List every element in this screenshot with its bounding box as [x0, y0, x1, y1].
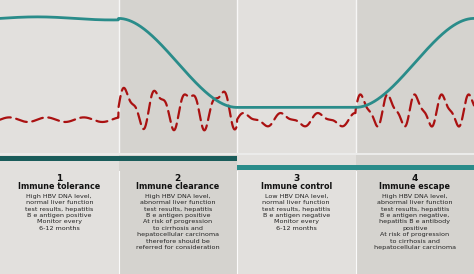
Bar [237, 155, 356, 171]
Text: 3: 3 [293, 174, 300, 183]
Bar [237, 171, 356, 274]
Text: 2: 2 [174, 174, 181, 183]
Text: Immune tolerance: Immune tolerance [18, 181, 100, 190]
Text: 1: 1 [56, 174, 63, 183]
Bar [0, 155, 118, 171]
Bar [237, 0, 356, 153]
Bar [356, 155, 474, 171]
Text: Immune clearance: Immune clearance [136, 181, 219, 190]
Bar [356, 0, 474, 153]
Text: Immune escape: Immune escape [379, 181, 450, 190]
Text: Low HBV DNA level,
normal liver function
test results, hepatitis
B e antigen neg: Low HBV DNA level, normal liver function… [262, 194, 330, 231]
Bar [118, 155, 237, 171]
Bar [0, 171, 118, 274]
Text: High HBV DNA level,
abnormal liver function
test results, hepatitis
B e antigen : High HBV DNA level, abnormal liver funct… [374, 194, 456, 250]
Text: Immune control: Immune control [261, 181, 332, 190]
Text: 4: 4 [411, 174, 418, 183]
Text: High HBV DNA level,
normal liver function
test results, hepatitis
B e antigen po: High HBV DNA level, normal liver functio… [25, 194, 93, 231]
Bar [356, 171, 474, 274]
Bar [118, 0, 237, 153]
Bar [237, 165, 474, 170]
Bar [0, 156, 237, 161]
Text: High HBV DNA level,
abnormal liver function
test results, hepatitis
B e antigen : High HBV DNA level, abnormal liver funct… [136, 194, 219, 250]
Bar [0, 0, 118, 153]
Bar [118, 171, 237, 274]
